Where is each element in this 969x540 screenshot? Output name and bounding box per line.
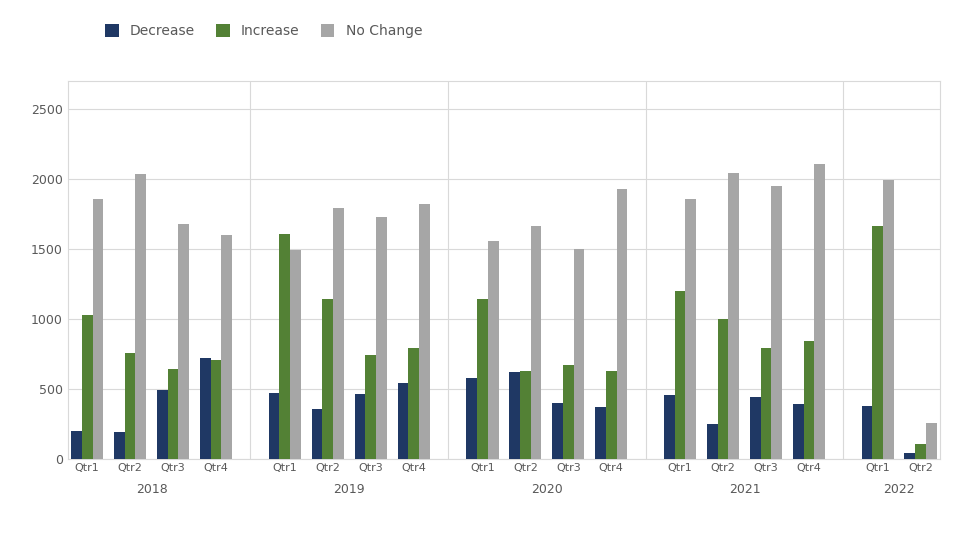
Bar bbox=[323, 299, 333, 459]
Bar bbox=[279, 234, 290, 459]
Legend: Decrease, Increase, No Change: Decrease, Increase, No Change bbox=[101, 20, 426, 42]
Bar bbox=[157, 390, 168, 459]
Bar bbox=[355, 394, 365, 459]
Bar bbox=[466, 378, 477, 459]
Bar bbox=[750, 397, 761, 459]
Bar bbox=[408, 348, 419, 459]
Bar bbox=[861, 406, 872, 459]
Bar bbox=[200, 358, 210, 459]
Bar bbox=[81, 315, 92, 459]
Bar bbox=[771, 186, 782, 459]
Bar bbox=[552, 403, 563, 459]
Bar bbox=[814, 164, 825, 459]
Bar bbox=[916, 443, 926, 459]
Bar bbox=[510, 372, 520, 459]
Bar bbox=[520, 371, 531, 459]
Bar bbox=[531, 226, 542, 459]
Bar bbox=[606, 371, 616, 459]
Bar bbox=[718, 319, 729, 459]
Bar bbox=[333, 208, 344, 459]
Bar bbox=[595, 407, 606, 459]
Bar bbox=[574, 249, 584, 459]
Bar bbox=[419, 204, 430, 459]
Bar bbox=[664, 395, 674, 459]
Bar bbox=[168, 369, 178, 459]
Bar bbox=[92, 199, 104, 459]
Bar bbox=[872, 226, 883, 459]
Bar bbox=[803, 341, 814, 459]
Bar bbox=[290, 251, 301, 459]
Bar bbox=[926, 423, 937, 459]
Bar bbox=[616, 189, 627, 459]
Bar bbox=[376, 217, 387, 459]
Bar bbox=[883, 180, 893, 459]
Bar bbox=[761, 348, 771, 459]
Bar bbox=[674, 291, 685, 459]
Bar bbox=[312, 409, 323, 459]
Bar bbox=[114, 433, 125, 459]
Bar bbox=[178, 224, 189, 459]
Bar bbox=[685, 199, 696, 459]
Bar bbox=[706, 424, 718, 459]
Bar bbox=[71, 431, 81, 459]
Bar bbox=[210, 360, 221, 459]
Bar bbox=[477, 299, 487, 459]
Bar bbox=[125, 353, 136, 459]
Bar bbox=[136, 174, 146, 459]
Bar bbox=[487, 241, 498, 459]
Bar bbox=[729, 173, 739, 459]
Bar bbox=[793, 404, 803, 459]
Bar bbox=[904, 453, 916, 459]
Bar bbox=[268, 393, 279, 459]
Bar bbox=[221, 235, 233, 459]
Bar bbox=[563, 365, 574, 459]
Bar bbox=[365, 355, 376, 459]
Bar bbox=[397, 383, 408, 459]
